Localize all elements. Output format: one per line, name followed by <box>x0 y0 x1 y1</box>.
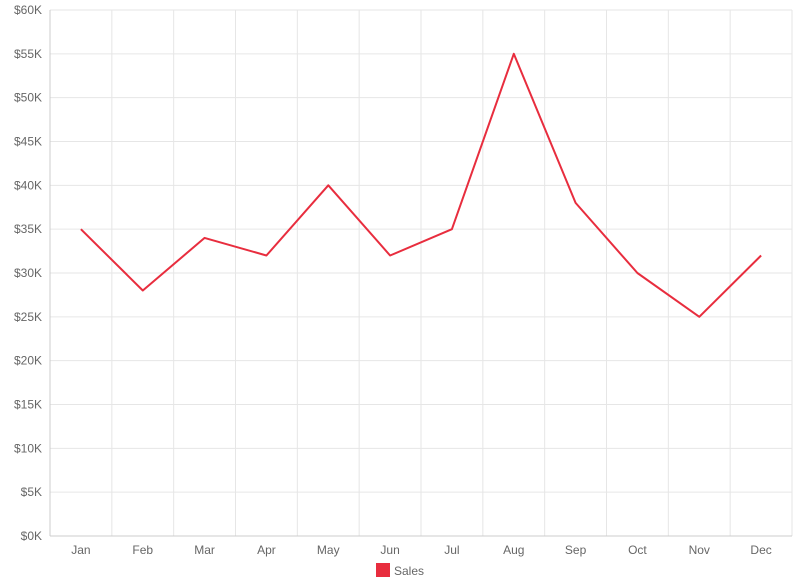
y-tick-label: $10K <box>14 441 42 455</box>
x-tick-label: Jan <box>71 543 90 557</box>
y-tick-label: $0K <box>21 529 42 543</box>
y-tick-label: $25K <box>14 310 42 324</box>
x-tick-label: Sep <box>565 543 587 557</box>
x-tick-label: Mar <box>194 543 215 557</box>
chart-legend: Sales <box>0 563 800 578</box>
y-tick-label: $45K <box>14 135 42 149</box>
x-tick-label: Feb <box>132 543 153 557</box>
chart-svg: $0K $5K $10K $15K $20K $25K $30K $35K $40K $45K $5… <box>0 0 800 584</box>
x-tick-label: Aug <box>503 543 524 557</box>
x-tick-label: Nov <box>689 543 710 557</box>
y-tick-label: $35K <box>14 222 42 236</box>
x-tick-label: May <box>317 543 340 557</box>
y-tick-label: $20K <box>14 354 42 368</box>
y-tick-label: $40K <box>14 178 42 192</box>
sales-line-chart: $0K $5K $10K $15K $20K $25K $30K $35K $40K $45K $5… <box>0 0 800 584</box>
legend-label: Sales <box>394 564 424 578</box>
y-tick-label: $5K <box>21 485 42 499</box>
x-tick-label: Apr <box>257 543 276 557</box>
x-tick-label: Oct <box>628 543 647 557</box>
y-tick-label: $60K <box>14 3 42 17</box>
y-tick-label: $15K <box>14 398 42 412</box>
x-tick-label: Jun <box>380 543 399 557</box>
y-tick-label: $30K <box>14 266 42 280</box>
x-tick-label: Dec <box>750 543 771 557</box>
y-tick-label: $55K <box>14 47 42 61</box>
legend-swatch <box>376 563 390 577</box>
y-tick-label: $50K <box>14 91 42 105</box>
x-tick-label: Jul <box>444 543 459 557</box>
